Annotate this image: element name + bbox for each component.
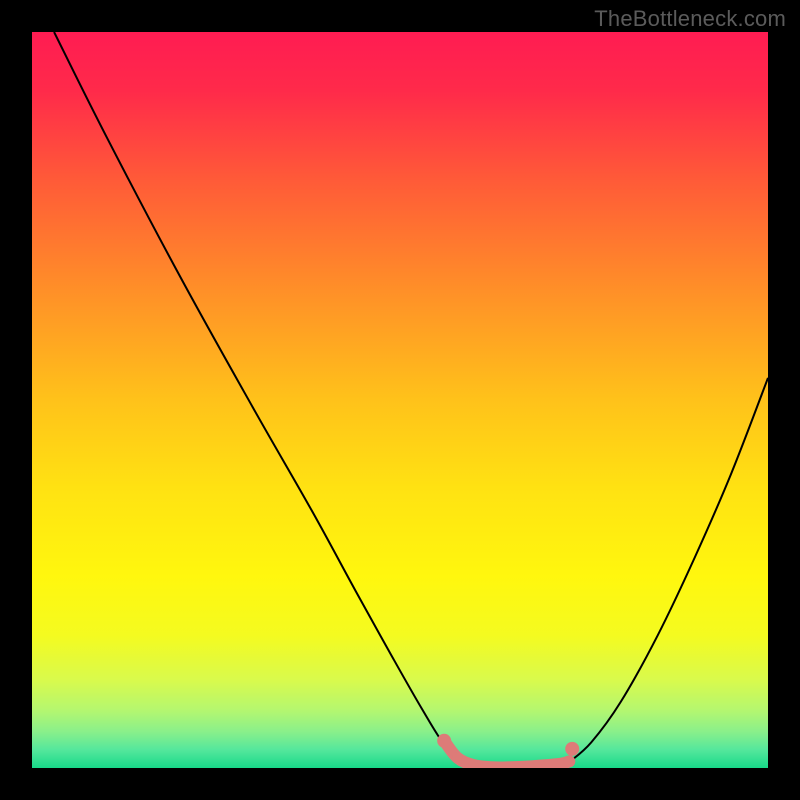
bottleneck-chart — [0, 0, 800, 800]
watermark-text: TheBottleneck.com — [594, 6, 786, 32]
highlight-bump — [452, 752, 463, 763]
chart-layers — [0, 0, 800, 800]
highlight-end-dot — [437, 734, 451, 748]
highlight-bump — [564, 756, 575, 767]
chart-background — [32, 32, 768, 768]
chart-container: TheBottleneck.com — [0, 0, 800, 800]
highlight-end-dot — [565, 742, 579, 756]
